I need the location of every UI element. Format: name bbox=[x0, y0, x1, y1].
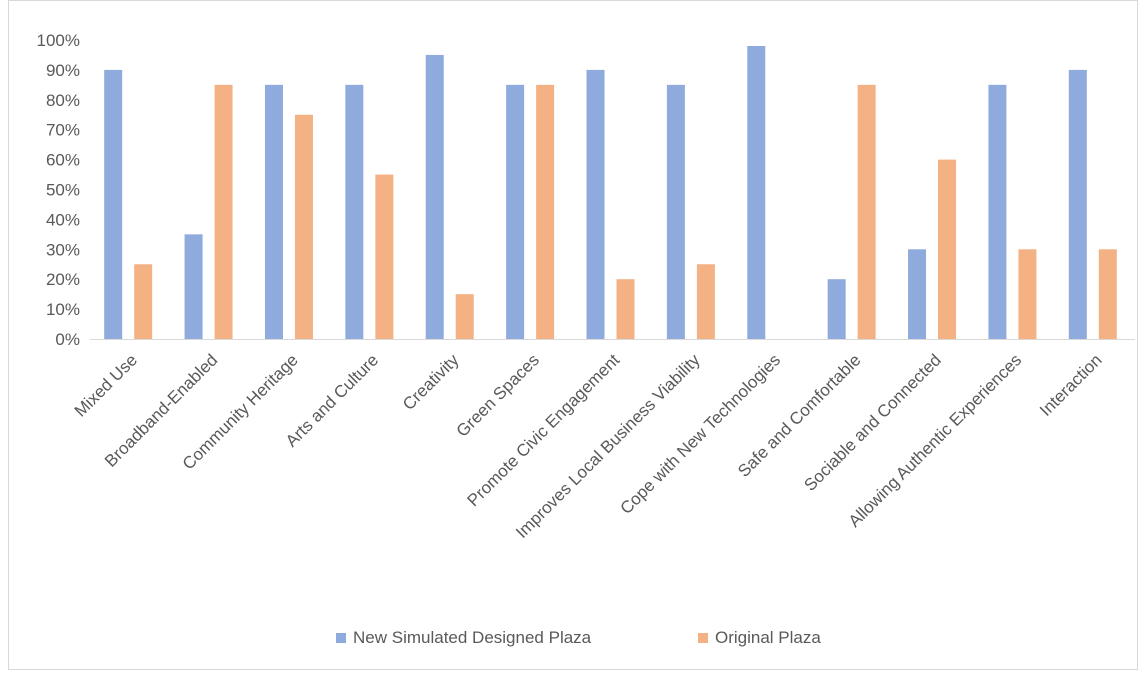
bar-original bbox=[214, 84, 233, 339]
y-tick-label: 10% bbox=[46, 300, 80, 319]
bar-original bbox=[696, 264, 715, 339]
bar-new-simulated bbox=[988, 84, 1007, 339]
bar-original bbox=[455, 294, 474, 339]
x-category-label: Mixed Use bbox=[71, 350, 141, 420]
bar-new-simulated bbox=[345, 84, 364, 339]
y-tick-label: 0% bbox=[55, 330, 80, 349]
bar-new-simulated bbox=[264, 84, 283, 339]
bar-new-simulated bbox=[827, 279, 846, 339]
x-category-label: Promote Civic Engagement bbox=[464, 350, 624, 510]
y-tick-label: 20% bbox=[46, 270, 80, 289]
x-category-label: Creativity bbox=[399, 350, 463, 414]
bar-original bbox=[134, 264, 153, 339]
bar-original bbox=[1098, 249, 1117, 339]
legend-label: New Simulated Designed Plaza bbox=[353, 628, 592, 647]
bar-new-simulated bbox=[747, 45, 766, 339]
bar-new-simulated bbox=[104, 69, 123, 340]
bar-new-simulated bbox=[425, 54, 444, 339]
bar-new-simulated bbox=[908, 249, 927, 339]
bar-new-simulated bbox=[666, 84, 685, 339]
y-tick-label: 90% bbox=[46, 61, 80, 80]
y-tick-label: 100% bbox=[37, 31, 80, 50]
bar-original bbox=[294, 114, 313, 339]
bar-original bbox=[1018, 249, 1037, 339]
x-category-label: Sociable and Connected bbox=[800, 350, 944, 494]
y-tick-label: 40% bbox=[46, 210, 80, 229]
y-tick-label: 60% bbox=[46, 151, 80, 170]
bar-original bbox=[616, 279, 635, 339]
bar-new-simulated bbox=[184, 234, 203, 339]
x-category-label: Green Spaces bbox=[453, 350, 543, 440]
x-category-label: Interaction bbox=[1036, 350, 1106, 420]
bar-original bbox=[857, 84, 876, 339]
y-tick-label: 80% bbox=[46, 91, 80, 110]
bar-new-simulated bbox=[1068, 69, 1087, 340]
bar-new-simulated bbox=[586, 69, 605, 340]
legend-label: Original Plaza bbox=[715, 628, 821, 647]
bar-original bbox=[375, 174, 394, 339]
bar-new-simulated bbox=[506, 84, 525, 339]
bar-original bbox=[536, 84, 555, 339]
legend-swatch bbox=[698, 633, 708, 643]
bar-original bbox=[938, 159, 957, 339]
x-category-label: Allowing Authentic Experiences bbox=[845, 350, 1025, 530]
y-tick-label: 70% bbox=[46, 121, 80, 140]
y-tick-label: 50% bbox=[46, 181, 80, 200]
legend-swatch bbox=[336, 633, 346, 643]
x-category-label: Cope with New Technologies bbox=[617, 350, 785, 518]
y-tick-label: 30% bbox=[46, 240, 80, 259]
